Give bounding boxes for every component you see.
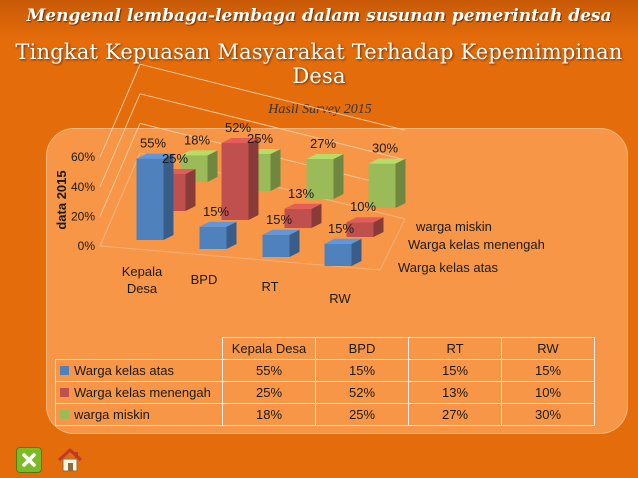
- table-header-cell: RW: [501, 337, 595, 360]
- table-header-row: Kepala Desa BPD RT RW: [55, 337, 595, 360]
- legend-swatch: [60, 410, 69, 420]
- gridline-side: [99, 123, 141, 217]
- data-table: Kepala Desa BPD RT RW Warga kelas atas 5…: [55, 337, 595, 426]
- table-cell: 10%: [501, 381, 595, 404]
- z-tick-label: Warga kelas menengah: [408, 237, 545, 252]
- table-cell: 25%: [315, 403, 409, 426]
- data-label: 18%: [184, 132, 210, 147]
- bar: [136, 153, 174, 240]
- series-name: warga miskin: [74, 407, 150, 422]
- table-header-cell: BPD: [315, 337, 409, 360]
- y-tick-label: 60%: [71, 150, 95, 164]
- table-cell: 55%: [222, 359, 316, 382]
- bar: [368, 158, 406, 208]
- category-labels: Kepala Desa BPD RT RW: [122, 264, 352, 306]
- z-tick-label: Warga kelas atas: [398, 260, 498, 275]
- table-cell: 52%: [315, 381, 409, 404]
- x-tick-label: RW: [329, 291, 351, 306]
- gridline-back: [139, 63, 406, 131]
- bar: [324, 238, 362, 266]
- bar: [346, 217, 384, 237]
- series-name: Warga kelas atas: [74, 363, 174, 378]
- table-cell: 27%: [408, 403, 502, 426]
- chart-title: Hasil Survey 2015: [267, 102, 371, 117]
- table-row-label: Warga kelas atas: [55, 359, 223, 382]
- legend-swatch: [60, 388, 69, 398]
- home-icon: [57, 448, 83, 472]
- bar: [306, 154, 344, 199]
- y-tick-label: 0%: [78, 239, 96, 253]
- legend-swatch: [60, 366, 69, 376]
- series-name: Warga kelas menengah: [74, 385, 211, 400]
- table-cell: 13%: [408, 381, 502, 404]
- x-tick-label: BPD: [191, 272, 218, 287]
- data-label: 10%: [350, 199, 376, 214]
- table-header-cell: RT: [408, 337, 502, 360]
- bars: 18% 25% 27% 30%25%52%13%10%55%15%15%15%: [136, 120, 406, 266]
- slide-title: Tingkat Kepuasan Masyarakat Terhadap Kep…: [15, 40, 623, 88]
- table-row: Warga kelas menengah 25% 52% 13% 10%: [55, 381, 595, 404]
- bar: [221, 138, 259, 220]
- home-button[interactable]: [56, 447, 83, 473]
- table-row-label: Warga kelas menengah: [55, 381, 223, 404]
- table-row-label: warga miskin: [55, 403, 223, 426]
- bar: [284, 203, 322, 228]
- data-label: 27%: [310, 136, 336, 151]
- data-label: 25%: [162, 151, 188, 166]
- table-header-cell: Kepala Desa: [222, 337, 316, 360]
- x-tick-label: Kepala Desa: [122, 264, 163, 296]
- gridline-side: [99, 64, 141, 158]
- bar: [262, 229, 300, 257]
- table-cell: 18%: [222, 403, 316, 426]
- chart-floor: [99, 152, 406, 271]
- y-tick-label: 20%: [71, 209, 95, 223]
- data-label: 15%: [203, 204, 229, 219]
- table-cell: 15%: [315, 359, 409, 382]
- data-label: 15%: [266, 212, 292, 227]
- table-row: Warga kelas atas 55% 15% 15% 15%: [55, 359, 595, 382]
- table-corner: [55, 337, 223, 360]
- data-label: 13%: [288, 186, 314, 201]
- table-cell: 25%: [222, 381, 316, 404]
- gridline-back: [139, 93, 406, 161]
- table-cell: 15%: [501, 359, 595, 382]
- table-cell: 30%: [501, 403, 595, 426]
- y-axis-ticks: 0% 20% 40% 60%: [71, 150, 95, 253]
- data-label: 30%: [372, 141, 398, 156]
- y-tick-label: 40%: [71, 180, 95, 194]
- data-label: 52%: [225, 120, 251, 135]
- table-row: warga miskin 18% 25% 27% 30%: [55, 403, 595, 426]
- y-axis-label: data 2015: [54, 170, 69, 229]
- data-label: 55%: [140, 136, 166, 151]
- gridline-side: [99, 93, 141, 187]
- table-cell: 15%: [408, 359, 502, 382]
- data-label: 15%: [328, 221, 354, 236]
- close-icon: [22, 453, 36, 467]
- data-label: 25%: [247, 131, 273, 146]
- bar: [199, 221, 237, 249]
- x-tick-label: RT: [261, 279, 278, 294]
- close-button[interactable]: [16, 447, 42, 473]
- series-depth-labels: warga miskin Warga kelas menengah Warga ke…: [398, 219, 545, 275]
- z-tick-label: warga miskin: [415, 219, 492, 234]
- header-text: Mengenal lembaga-lembaga dalam susunan p…: [26, 6, 612, 26]
